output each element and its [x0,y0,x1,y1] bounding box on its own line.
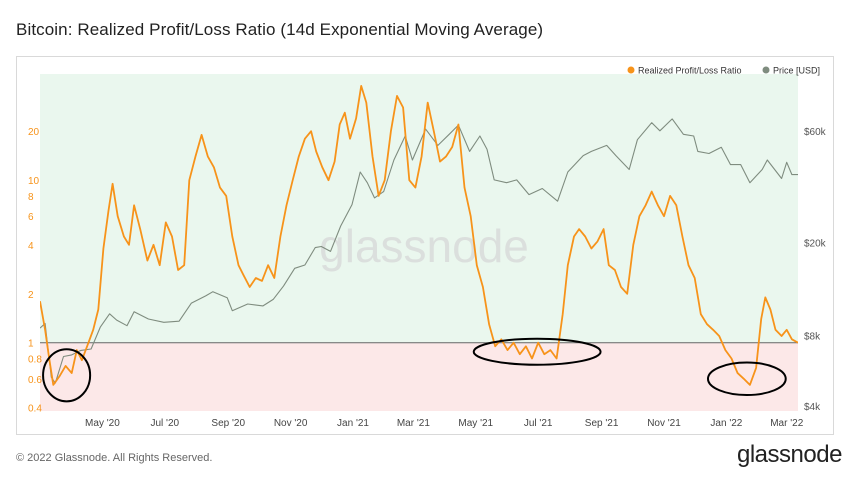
x-axis-tick-label: May '21 [458,418,493,429]
price-series-line [40,118,798,384]
legend-price-label: Price [USD] [773,66,820,76]
right-axis-tick-label: $8k [804,331,821,342]
left-axis-tick-label: 0.6 [28,375,42,386]
left-axis-tick-label: 0.8 [28,354,42,365]
annotation-circle [472,337,602,366]
profit-zone [40,74,798,343]
x-axis-tick-label: Jan '22 [710,418,742,429]
legend-ratio-label: Realized Profit/Loss Ratio [638,66,742,76]
chart-title: Bitcoin: Realized Profit/Loss Ratio (14d… [16,20,544,39]
x-axis-tick-label: Nov '20 [274,418,308,429]
right-axis-tick-label: $20k [804,238,827,249]
brand-logo: glassnode [737,441,842,468]
left-axis-tick-label: 6 [28,212,34,223]
left-axis-tick-label: 4 [28,241,34,252]
left-axis-tick-label: 20 [28,127,40,138]
annotation-circle [42,348,92,403]
annotation-circle [706,361,787,397]
legend-ratio-marker [627,66,635,74]
x-axis-tick-label: Sep '20 [211,418,245,429]
left-axis-tick-label: 1 [28,339,34,350]
x-axis-tick-label: May '20 [85,418,120,429]
x-axis-tick-label: Mar '22 [770,418,803,429]
x-axis-tick-label: Nov '21 [647,418,681,429]
watermark-text: glassnode [319,220,529,272]
x-axis-tick-label: Jan '21 [337,418,369,429]
ratio-series-line [40,85,798,386]
x-axis-tick-label: Sep '21 [585,418,619,429]
right-axis-tick-label: $60k [804,127,827,138]
left-axis-tick-label: 10 [28,176,40,187]
left-axis-tick-label: 2 [28,290,34,301]
loss-zone [40,342,798,411]
x-axis-tick-label: Jul '21 [524,418,553,429]
x-axis-tick-label: Jul '20 [151,418,180,429]
legend-price-marker [762,66,770,74]
right-axis-tick-label: $4k [804,402,821,413]
copyright-footer: © 2022 Glassnode. All Rights Reserved. [16,452,213,464]
x-axis-tick-label: Mar '21 [397,418,430,429]
left-axis-tick-label: 0.4 [28,403,42,414]
left-axis-tick-label: 8 [28,192,34,203]
